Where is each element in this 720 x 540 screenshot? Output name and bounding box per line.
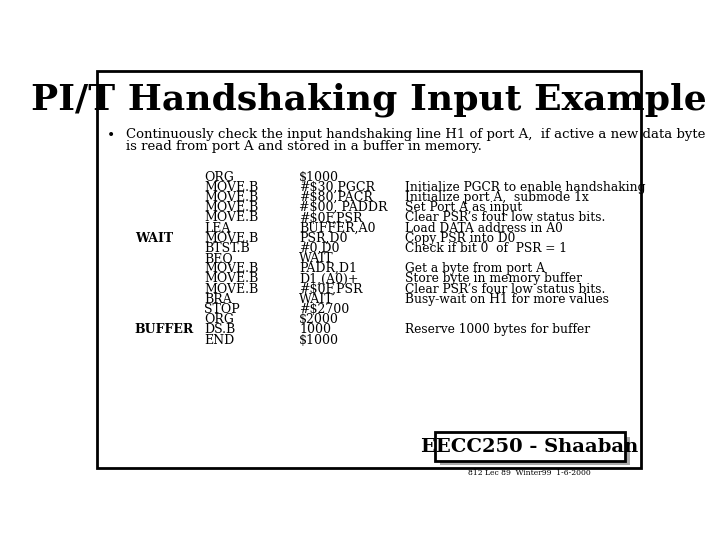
Text: LEA: LEA bbox=[204, 221, 231, 234]
Text: BTST.B: BTST.B bbox=[204, 242, 250, 255]
Text: MOVE.B: MOVE.B bbox=[204, 191, 258, 204]
Text: STOP: STOP bbox=[204, 303, 240, 316]
Text: PADR,D1: PADR,D1 bbox=[300, 262, 357, 275]
Text: $1000: $1000 bbox=[300, 171, 339, 184]
Text: MOVE.B: MOVE.B bbox=[204, 211, 258, 224]
Text: ORG: ORG bbox=[204, 171, 234, 184]
Text: WAIT: WAIT bbox=[135, 232, 173, 245]
Text: MOVE.B: MOVE.B bbox=[204, 201, 258, 214]
Text: $1000: $1000 bbox=[300, 334, 339, 347]
Text: ORG: ORG bbox=[204, 313, 234, 326]
Text: MOVE.B: MOVE.B bbox=[204, 262, 258, 275]
Text: WAIT: WAIT bbox=[300, 252, 334, 265]
Text: Set Port A as input: Set Port A as input bbox=[405, 201, 523, 214]
Text: MOVE.B: MOVE.B bbox=[204, 273, 258, 286]
Text: #$2700: #$2700 bbox=[300, 303, 349, 316]
Text: Copy PSR into D0: Copy PSR into D0 bbox=[405, 232, 516, 245]
FancyBboxPatch shape bbox=[96, 71, 641, 468]
Text: #$0F,PSR: #$0F,PSR bbox=[300, 282, 363, 295]
Text: #$30,PGCR: #$30,PGCR bbox=[300, 181, 375, 194]
Text: Clear PSR’s four low status bits.: Clear PSR’s four low status bits. bbox=[405, 282, 606, 295]
Text: Load DATA address in A0: Load DATA address in A0 bbox=[405, 221, 563, 234]
Text: BRA: BRA bbox=[204, 293, 232, 306]
Text: END: END bbox=[204, 334, 235, 347]
Text: #0,D0: #0,D0 bbox=[300, 242, 340, 255]
Text: D1,(A0)+: D1,(A0)+ bbox=[300, 273, 359, 286]
Text: MOVE.B: MOVE.B bbox=[204, 282, 258, 295]
Text: •: • bbox=[107, 129, 115, 143]
Text: MOVE.B: MOVE.B bbox=[204, 232, 258, 245]
Text: WAIT: WAIT bbox=[300, 293, 334, 306]
Text: #$00, PADDR: #$00, PADDR bbox=[300, 201, 388, 214]
Text: Reserve 1000 bytes for buffer: Reserve 1000 bytes for buffer bbox=[405, 323, 590, 336]
Text: Continuously check the input handshaking line H1 of port A,  if active a new dat: Continuously check the input handshaking… bbox=[126, 128, 706, 141]
Text: Clear PSR’s four low status bits.: Clear PSR’s four low status bits. bbox=[405, 211, 606, 224]
Text: Get a byte from port A: Get a byte from port A bbox=[405, 262, 545, 275]
Text: Initialize PGCR to enable handshaking: Initialize PGCR to enable handshaking bbox=[405, 181, 646, 194]
Text: Store byte in memory buffer: Store byte in memory buffer bbox=[405, 273, 582, 286]
Text: 1000: 1000 bbox=[300, 323, 331, 336]
Text: BUFFER,A0: BUFFER,A0 bbox=[300, 221, 376, 234]
Text: $2000: $2000 bbox=[300, 313, 339, 326]
Text: Initialize port A,  submode 1x: Initialize port A, submode 1x bbox=[405, 191, 589, 204]
Text: is read from port A and stored in a buffer in memory.: is read from port A and stored in a buff… bbox=[126, 140, 482, 153]
Text: BEQ: BEQ bbox=[204, 252, 233, 265]
Text: #$80,PACR: #$80,PACR bbox=[300, 191, 373, 204]
Text: #$0F,PSR: #$0F,PSR bbox=[300, 211, 363, 224]
FancyBboxPatch shape bbox=[441, 436, 630, 465]
Text: EECC250 - Shaaban: EECC250 - Shaaban bbox=[421, 437, 639, 456]
Text: BUFFER: BUFFER bbox=[135, 323, 194, 336]
Text: PI/T Handshaking Input Example: PI/T Handshaking Input Example bbox=[31, 83, 707, 117]
Text: 812 Lec 89  Winter99  1-6-2000: 812 Lec 89 Winter99 1-6-2000 bbox=[468, 469, 591, 477]
Text: Busy-wait on H1 for more values: Busy-wait on H1 for more values bbox=[405, 293, 609, 306]
Text: PSR,D0: PSR,D0 bbox=[300, 232, 348, 245]
Text: Check if bit 0  of  PSR = 1: Check if bit 0 of PSR = 1 bbox=[405, 242, 567, 255]
FancyBboxPatch shape bbox=[435, 433, 624, 461]
Text: MOVE.B: MOVE.B bbox=[204, 181, 258, 194]
Text: DS.B: DS.B bbox=[204, 323, 235, 336]
